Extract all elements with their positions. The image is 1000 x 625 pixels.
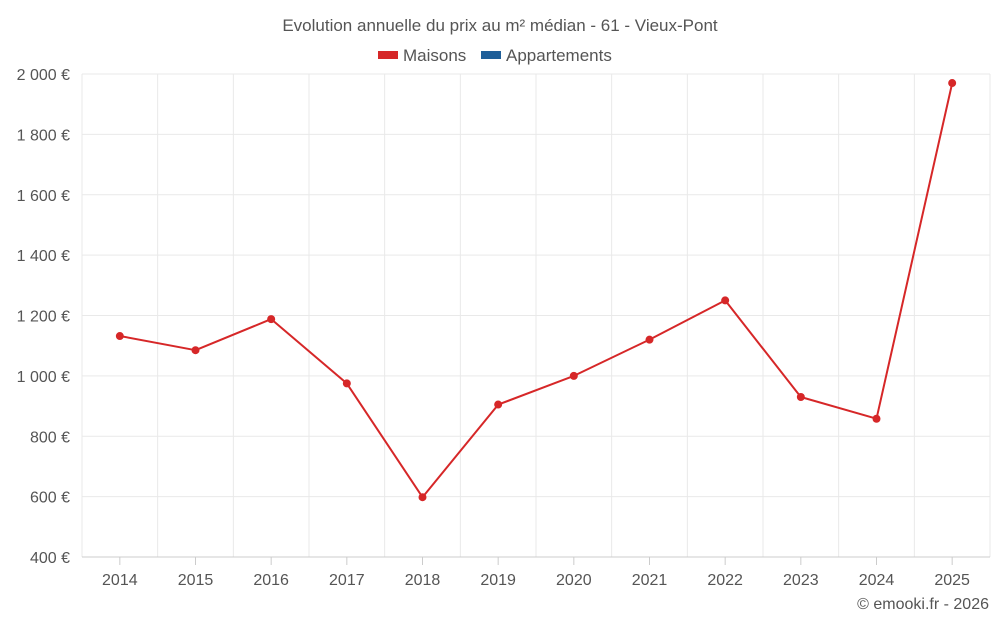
y-tick-label: 400 € bbox=[30, 550, 70, 567]
y-tick-label: 800 € bbox=[30, 429, 70, 446]
series-line-maisons bbox=[119, 82, 954, 499]
data-point-maisons[interactable] bbox=[191, 346, 200, 355]
data-point-maisons[interactable] bbox=[645, 335, 654, 344]
y-tick-label: 1 200 € bbox=[17, 309, 70, 326]
x-tick-label: 2023 bbox=[783, 572, 819, 589]
data-point-maisons[interactable] bbox=[948, 79, 957, 88]
x-tick-label: 2015 bbox=[178, 572, 214, 589]
x-tick-label: 2020 bbox=[556, 572, 592, 589]
y-tick-label: 1 000 € bbox=[17, 369, 70, 386]
data-point-maisons[interactable] bbox=[569, 371, 578, 380]
series-layer bbox=[115, 79, 957, 502]
data-point-maisons[interactable] bbox=[115, 332, 124, 341]
x-tick-label: 2024 bbox=[859, 572, 895, 589]
legend-swatch-maisons bbox=[378, 51, 398, 59]
x-tick-label: 2014 bbox=[102, 572, 138, 589]
x-tick-label: 2016 bbox=[253, 572, 289, 589]
axis-layer: 400 € 600 € 800 € 1 000 € 1 200 € 1 400 € 1 60… bbox=[17, 67, 990, 589]
grid-layer bbox=[81, 73, 991, 557]
x-tick-label: 2025 bbox=[934, 572, 970, 589]
x-tick-label: 2018 bbox=[405, 572, 441, 589]
data-point-maisons[interactable] bbox=[494, 400, 503, 409]
legend-label-maisons[interactable]: Maisons bbox=[403, 46, 466, 65]
legend: Maisons Appartements bbox=[378, 46, 612, 65]
data-point-maisons[interactable] bbox=[418, 493, 427, 502]
y-tick-label: 1 400 € bbox=[17, 248, 70, 265]
y-tick-label: 1 600 € bbox=[17, 188, 70, 205]
data-point-maisons[interactable] bbox=[721, 296, 730, 305]
legend-label-appartements[interactable]: Appartements bbox=[506, 46, 612, 65]
data-point-maisons[interactable] bbox=[796, 393, 805, 402]
x-tick-label: 2019 bbox=[480, 572, 516, 589]
x-tick-label: 2021 bbox=[632, 572, 668, 589]
data-point-maisons[interactable] bbox=[267, 315, 276, 324]
data-point-maisons[interactable] bbox=[342, 379, 351, 388]
y-tick-label: 1 800 € bbox=[17, 127, 70, 144]
y-tick-label: 600 € bbox=[30, 490, 70, 507]
chart-title: Evolution annuelle du prix au m² médian … bbox=[282, 16, 718, 35]
x-tick-label: 2022 bbox=[707, 572, 743, 589]
x-tick-label: 2017 bbox=[329, 572, 365, 589]
credit-text: © emooki.fr - 2026 bbox=[857, 596, 989, 613]
data-point-maisons[interactable] bbox=[872, 414, 881, 423]
legend-swatch-appartements bbox=[481, 51, 501, 59]
y-tick-label: 2 000 € bbox=[17, 67, 70, 84]
